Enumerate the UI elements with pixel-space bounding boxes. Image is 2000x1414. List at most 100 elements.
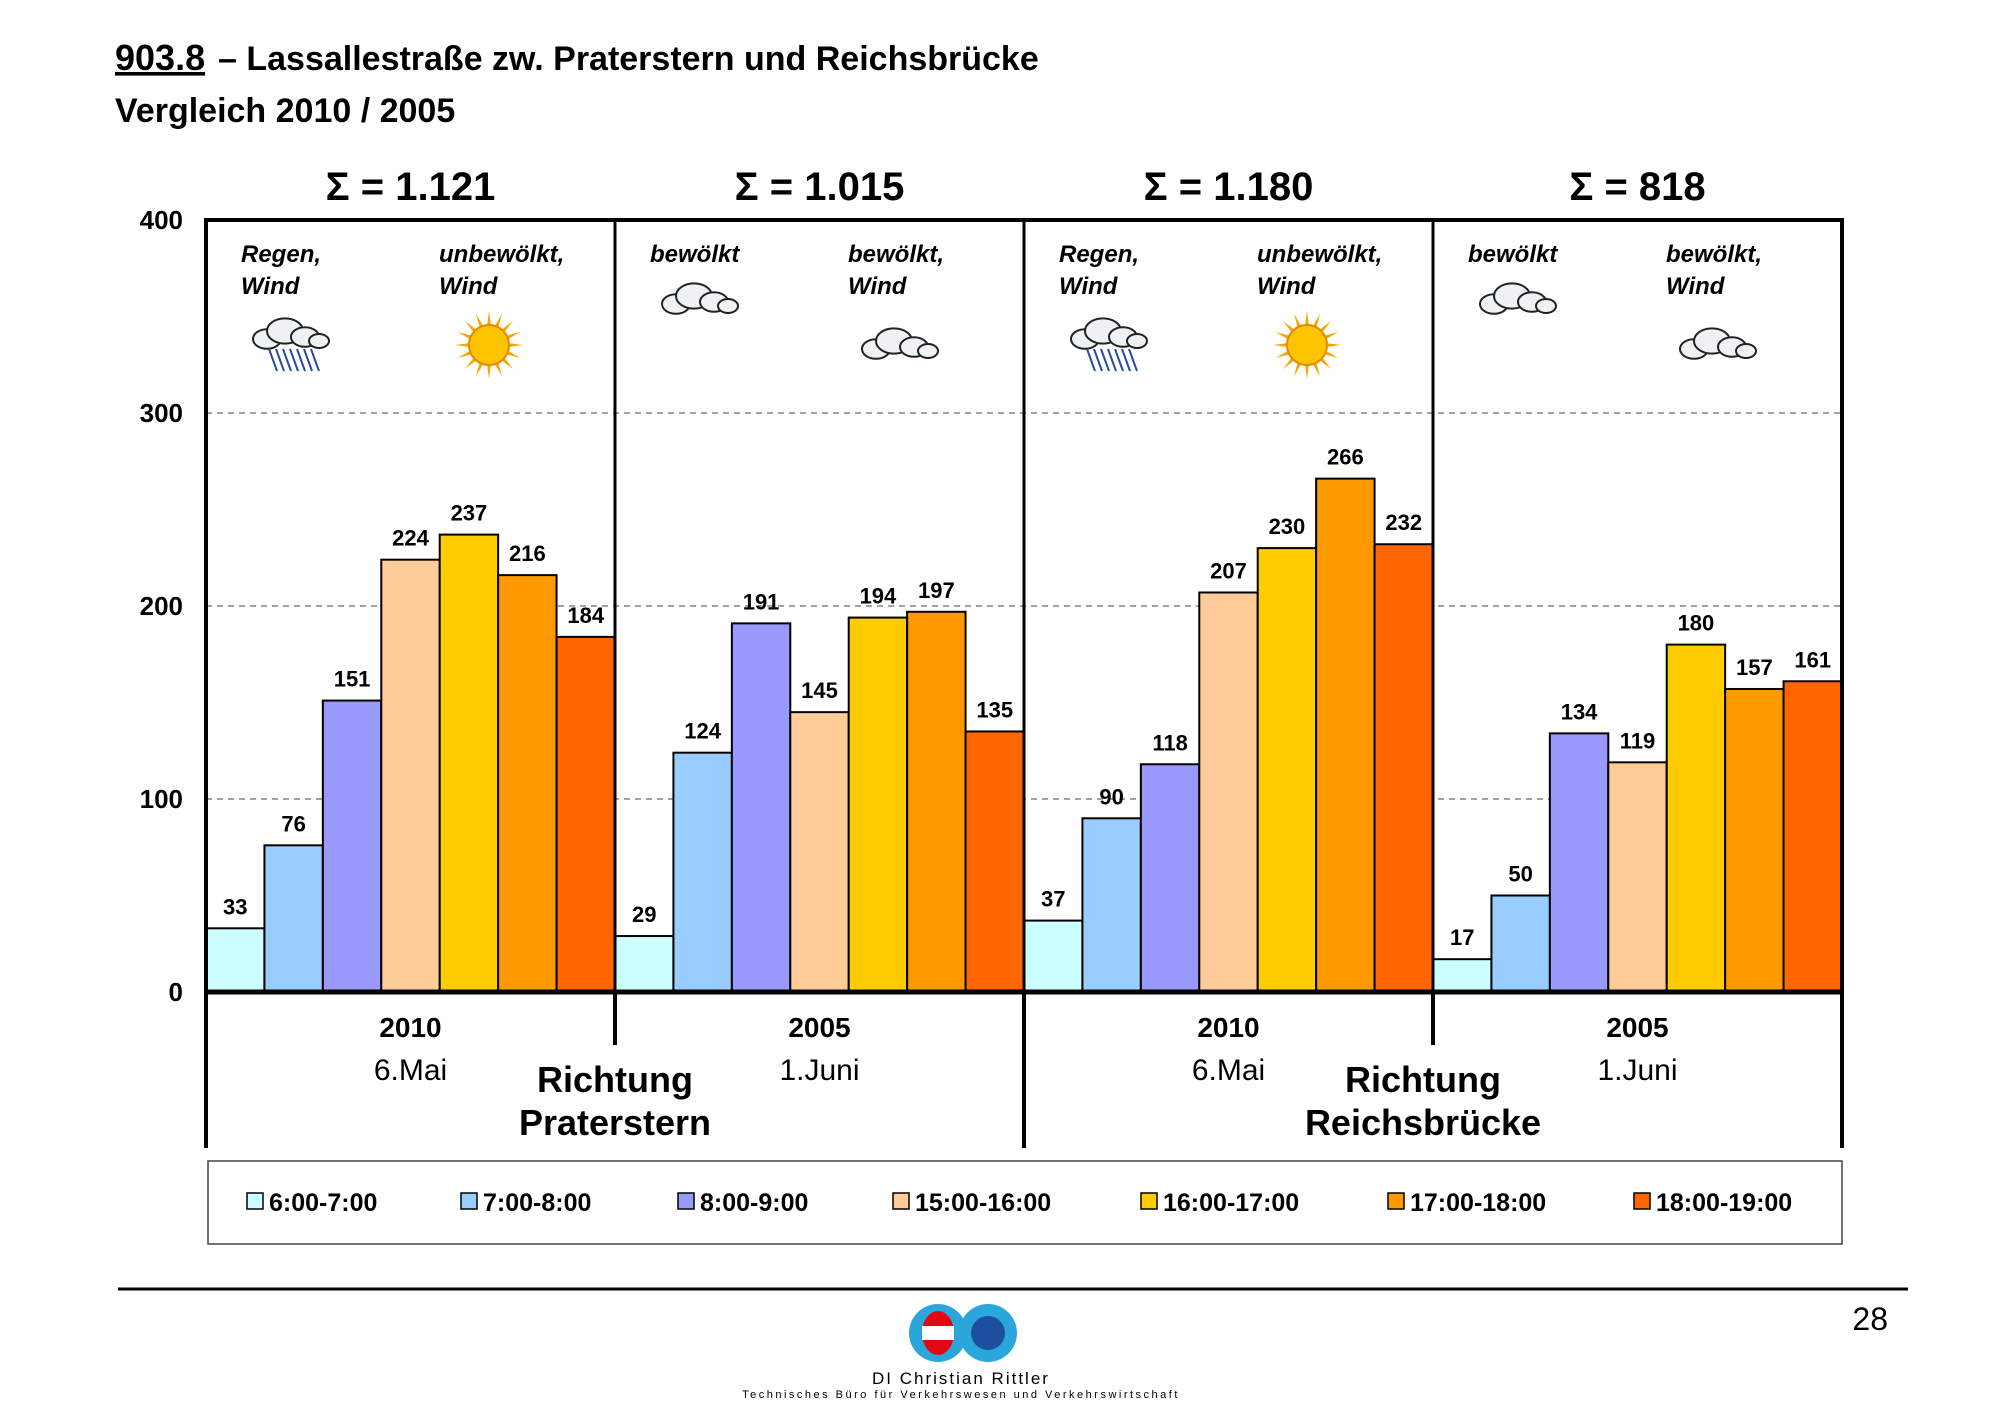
panel-sum: Σ = 1.015 [735, 165, 905, 209]
legend-label: 18:00-19:00 [1656, 1189, 1792, 1217]
data-label: 237 [451, 501, 488, 526]
cloud-icon [1679, 327, 1757, 360]
bar [672, 751, 733, 993]
data-label: 180 [1678, 611, 1715, 636]
date-label: 1.Juni [1597, 1054, 1677, 1087]
bar [847, 616, 909, 994]
data-label: 118 [1152, 730, 1188, 755]
data-label: 184 [567, 603, 604, 628]
bar [1373, 543, 1434, 993]
bar [1315, 477, 1376, 993]
bar [263, 844, 324, 993]
year-label: 2005 [788, 1012, 850, 1043]
page-number: 28 [1852, 1301, 1888, 1337]
legend-label: 6:00-7:00 [269, 1189, 377, 1217]
legend-swatch [246, 1192, 264, 1210]
data-label: 29 [632, 902, 656, 927]
year-label: 2005 [1606, 1012, 1668, 1043]
bar [555, 635, 616, 993]
bar [1256, 547, 1318, 993]
data-label: 151 [334, 667, 371, 692]
panel-sum: Σ = 1.121 [326, 165, 496, 209]
direction-label: Richtung [1345, 1059, 1501, 1100]
bar [1198, 591, 1259, 993]
data-label: 17 [1450, 925, 1474, 950]
bar [380, 558, 441, 993]
data-label: 157 [1736, 655, 1773, 680]
legend-swatch [1140, 1192, 1158, 1210]
data-label: 266 [1327, 445, 1364, 470]
page-subtitle: Vergleich 2010 / 2005 [115, 92, 455, 130]
weather-label: bewölkt, [1666, 241, 1762, 268]
direction-label: Praterstern [519, 1102, 711, 1143]
data-label: 145 [801, 678, 838, 703]
data-label: 197 [918, 578, 955, 603]
bar [1081, 817, 1142, 993]
legend-swatch [460, 1192, 478, 1210]
date-label: 6.Mai [374, 1054, 447, 1087]
bar [964, 730, 1025, 993]
data-label: 37 [1041, 887, 1065, 912]
y-tick-label: 0 [169, 977, 183, 1007]
data-label: 232 [1385, 510, 1422, 535]
data-label: 224 [392, 526, 429, 551]
data-label: 207 [1210, 558, 1247, 583]
bar [497, 574, 558, 993]
panel: Σ = 1.015 29 124 191 145 194 197 135 bewölkt bewö… [614, 165, 1025, 1087]
weather-label: bewölkt [650, 241, 740, 268]
legend-label: 16:00-17:00 [1163, 1189, 1299, 1217]
weather-label: Wind [1257, 273, 1317, 300]
legend-swatch [1387, 1192, 1405, 1210]
y-tick-label: 300 [140, 398, 183, 428]
legend-label: 7:00-8:00 [483, 1189, 591, 1217]
data-label: 124 [684, 719, 721, 744]
bar [1724, 687, 1785, 993]
sun-icon [455, 311, 523, 379]
page-code: 903.8 [115, 37, 205, 78]
rain-cloud-icon [252, 317, 330, 372]
page-title: – Lassallestraße zw. Praterstern und Rei… [218, 40, 1039, 78]
weather-label: bewölkt [1468, 241, 1558, 268]
bar [321, 699, 383, 993]
weather-label: unbewölkt, [439, 241, 564, 268]
bar [1023, 919, 1084, 994]
weather-label: Regen, [1059, 241, 1139, 268]
bar [1139, 763, 1201, 994]
data-label: 194 [860, 584, 897, 609]
bar [730, 622, 792, 993]
panel-sum: Σ = 1.180 [1144, 165, 1314, 209]
panel-sum: Σ = 818 [1569, 165, 1705, 209]
weather-label: Wind [1059, 273, 1119, 300]
weather-label: Wind [1666, 273, 1726, 300]
date-label: 1.Juni [779, 1054, 859, 1087]
weather-label: Wind [848, 273, 908, 300]
data-label: 33 [223, 894, 247, 919]
y-tick-label: 200 [140, 591, 183, 621]
cloud-icon [1479, 282, 1557, 315]
bar [1607, 761, 1668, 994]
data-label: 76 [281, 811, 305, 836]
direction-label: Reichsbrücke [1305, 1102, 1541, 1143]
bar [1548, 732, 1610, 993]
rain-cloud-icon [1070, 317, 1148, 372]
legend-label: 15:00-16:00 [915, 1189, 1051, 1217]
legend-swatch [677, 1192, 695, 1210]
data-label: 50 [1508, 862, 1532, 887]
data-label: 135 [976, 697, 1013, 722]
cloud-icon [661, 282, 739, 315]
weather-label: Wind [241, 273, 301, 300]
y-tick-label: 400 [140, 205, 183, 235]
legend: 6:00-7:00 7:00-8:00 8:00-9:00 15:00-16:00 16… [207, 1160, 1843, 1245]
data-label: 191 [743, 589, 780, 614]
data-label: 216 [509, 541, 546, 566]
weather-label: Wind [439, 273, 499, 300]
bar [205, 927, 266, 993]
footer-name: DI Christian Rittler [872, 1369, 1050, 1388]
year-label: 2010 [1197, 1012, 1259, 1043]
bar [1782, 680, 1843, 994]
cloud-icon [861, 327, 939, 360]
date-label: 6.Mai [1192, 1054, 1265, 1087]
legend-label: 8:00-9:00 [700, 1189, 808, 1217]
legend-label: 17:00-18:00 [1410, 1189, 1546, 1217]
